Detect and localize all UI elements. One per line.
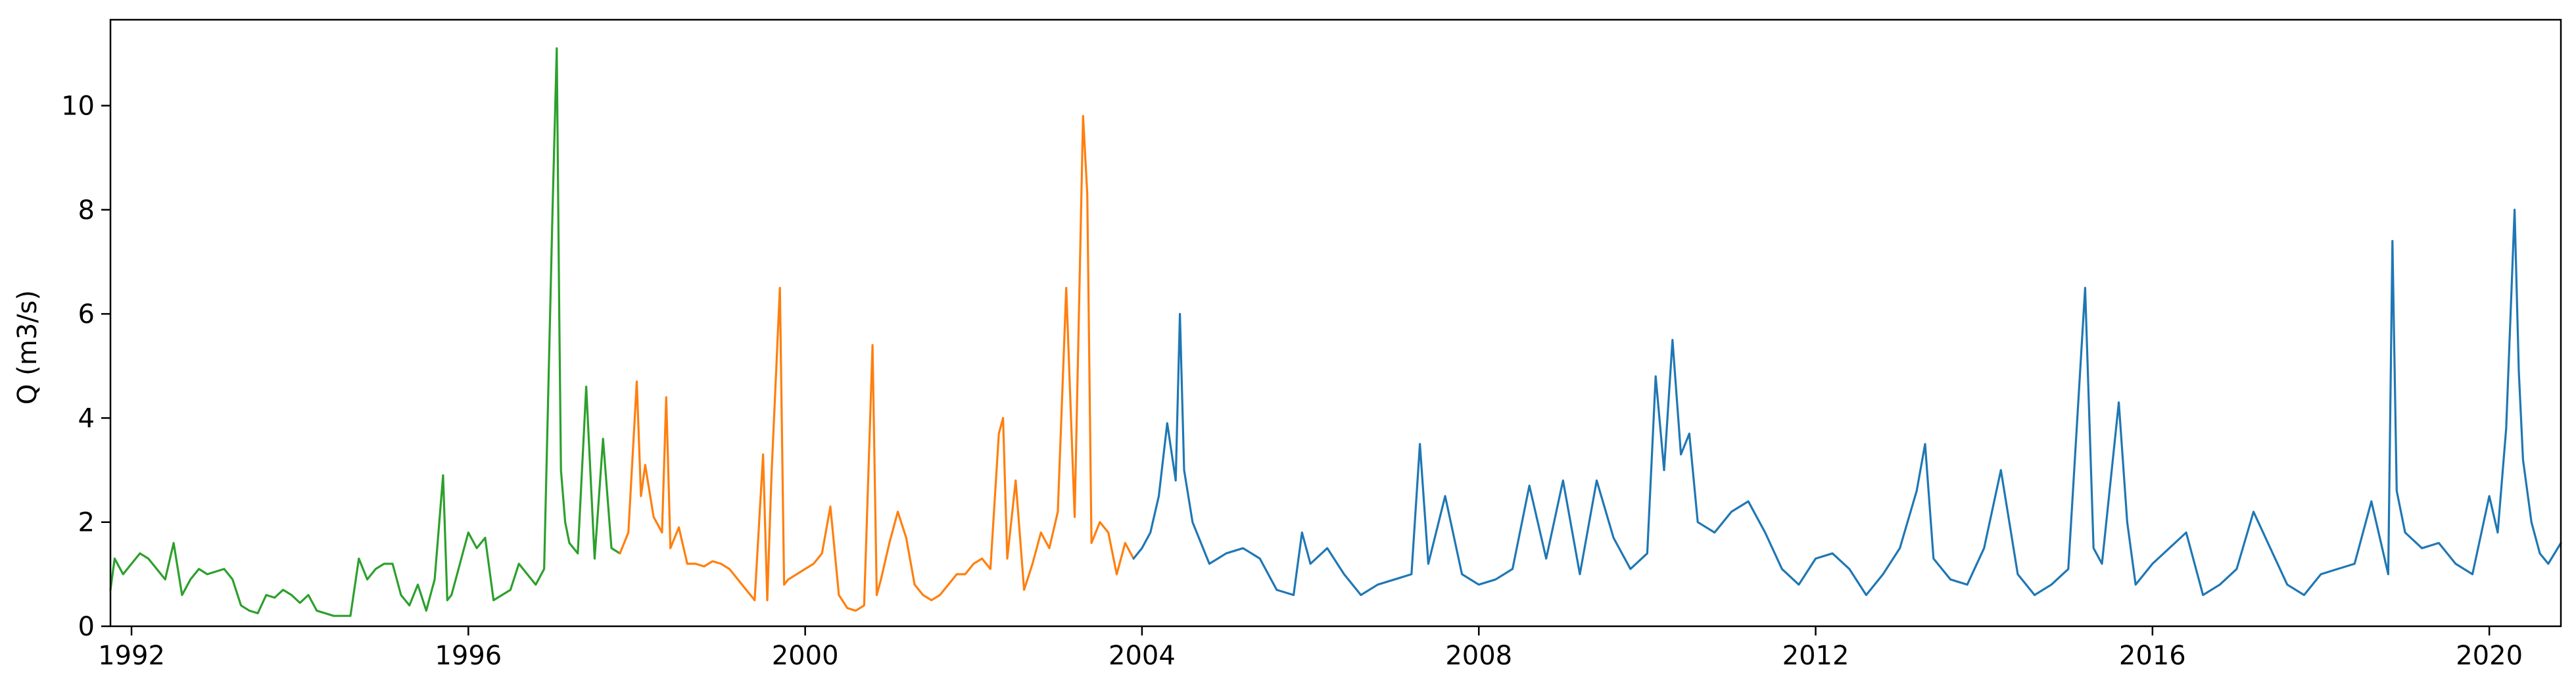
x-tick-label-2012: 2012 bbox=[1782, 641, 1849, 671]
y-tick-label-0: 0 bbox=[78, 612, 95, 642]
y-axis-label: Q (m3/s) bbox=[12, 290, 43, 405]
x-tick-label-2004: 2004 bbox=[1109, 641, 1176, 671]
plot-frame bbox=[109, 18, 2562, 628]
y-tick-label-2: 2 bbox=[78, 508, 95, 538]
y-tick-label-6: 6 bbox=[78, 299, 95, 330]
x-tick-label-1992: 1992 bbox=[98, 641, 165, 671]
x-tick-label-2016: 2016 bbox=[2119, 641, 2186, 671]
y-tick-label-10: 10 bbox=[61, 91, 95, 122]
series-line-3 bbox=[1132, 209, 2562, 597]
x-tick-label-2008: 2008 bbox=[1445, 641, 1512, 671]
y-tick-label-8: 8 bbox=[78, 195, 95, 226]
series-line-2 bbox=[619, 114, 1135, 612]
x-tick-label-1996: 1996 bbox=[435, 641, 502, 671]
axes-layer: 1992 1996 2000 2004 2008 2012 2016 2020 0 2 4 6 8 10 bbox=[61, 18, 2562, 671]
x-tick-label-2020: 2020 bbox=[2456, 641, 2523, 671]
y-tick-label-4: 4 bbox=[78, 403, 95, 434]
series-line-1 bbox=[109, 47, 621, 617]
x-tick-label-2000: 2000 bbox=[772, 641, 839, 671]
series-layer bbox=[109, 47, 2562, 617]
